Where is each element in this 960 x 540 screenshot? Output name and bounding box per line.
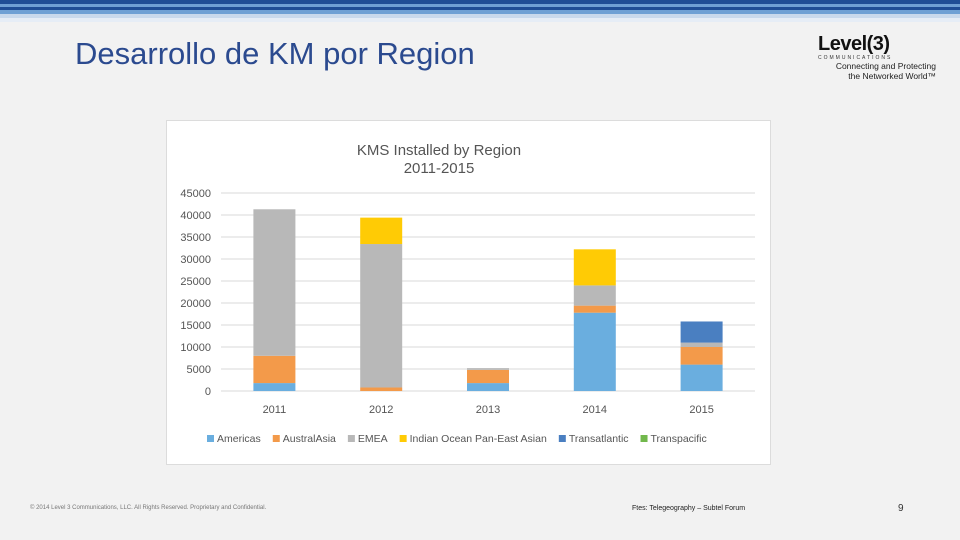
bar-segment bbox=[360, 217, 403, 245]
y-tick-label: 30000 bbox=[180, 254, 211, 266]
bar-segment bbox=[573, 312, 616, 391]
legend-swatch bbox=[558, 435, 566, 442]
legend-label: EMEA bbox=[358, 433, 388, 445]
x-tick-label: 2014 bbox=[583, 404, 607, 416]
bar-segment bbox=[253, 355, 296, 384]
chart-title: KMS Installed by Region bbox=[357, 142, 521, 159]
bar-segment bbox=[680, 321, 723, 343]
y-tick-label: 15000 bbox=[180, 320, 211, 332]
legend-label: Indian Ocean Pan-East Asian bbox=[410, 433, 547, 445]
bar-segment bbox=[253, 383, 296, 391]
bar-segment bbox=[573, 249, 616, 286]
logo-subtitle: COMMUNICATIONS bbox=[818, 55, 893, 61]
y-tick-label: 5000 bbox=[187, 364, 211, 376]
logo-tagline-2: the Networked World™ bbox=[848, 71, 936, 81]
chart-subtitle: 2011-2015 bbox=[404, 160, 475, 177]
y-tick-label: 25000 bbox=[180, 276, 211, 288]
legend-swatch bbox=[640, 435, 648, 442]
y-tick-label: 35000 bbox=[180, 232, 211, 244]
bar-segment bbox=[467, 369, 509, 384]
source-footer: Ftes: Telegeography – Subtel Forum bbox=[632, 505, 746, 512]
copyright-footer: © 2014 Level 3 Communications, LLC. All … bbox=[30, 505, 267, 511]
x-tick-label: 2013 bbox=[476, 404, 500, 416]
bar-segment bbox=[680, 342, 723, 347]
y-tick-label: 0 bbox=[205, 386, 211, 398]
page-number: 9 bbox=[898, 503, 904, 514]
level3-logo: Level(3) COMMUNICATIONS Connecting and P… bbox=[818, 33, 942, 81]
bar-segment bbox=[573, 305, 616, 313]
slide-title: Desarrollo de KM por Region bbox=[75, 36, 475, 71]
logo-tagline-1: Connecting and Protecting bbox=[835, 61, 936, 71]
bar-segment bbox=[360, 387, 403, 391]
chart-panel: KMS Installed by Region 2011-2015 0 5000 1… bbox=[166, 120, 771, 465]
y-tick-label: 10000 bbox=[180, 342, 211, 354]
y-tick-label: 40000 bbox=[180, 210, 211, 222]
legend-swatch bbox=[399, 435, 407, 442]
y-tick-label: 45000 bbox=[180, 188, 211, 200]
legend-label: Americas bbox=[217, 433, 261, 445]
legend-swatch bbox=[347, 435, 355, 442]
logo-wordmark: Level(3) bbox=[818, 33, 890, 55]
header-band bbox=[0, 0, 960, 22]
bar-segment bbox=[680, 347, 723, 365]
bar-segment bbox=[467, 368, 509, 370]
bar-segment bbox=[253, 209, 296, 356]
legend-label: Transpacific bbox=[651, 433, 707, 445]
x-tick-label: 2011 bbox=[263, 404, 287, 416]
legend-swatch bbox=[272, 435, 280, 442]
legend-label: AustralAsia bbox=[283, 433, 336, 445]
y-tick-label: 20000 bbox=[180, 298, 211, 310]
x-tick-label: 2012 bbox=[369, 404, 393, 416]
legend-swatch bbox=[207, 435, 214, 442]
bar-segment bbox=[467, 383, 509, 391]
bar-segment bbox=[360, 244, 403, 388]
bar-segment bbox=[680, 364, 723, 391]
x-tick-label: 2015 bbox=[689, 404, 713, 416]
legend-label: Transatlantic bbox=[569, 433, 629, 445]
bar-segment bbox=[573, 285, 616, 306]
stacked-bar-chart: KMS Installed by Region 2011-2015 0 5000 1… bbox=[180, 142, 755, 445]
